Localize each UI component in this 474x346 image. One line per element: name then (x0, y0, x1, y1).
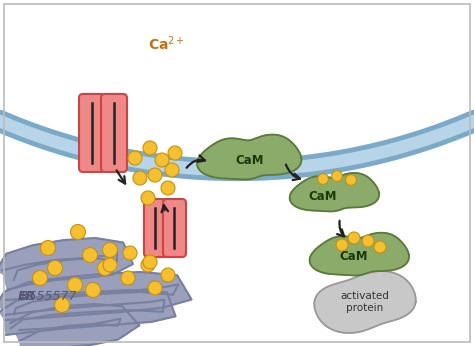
Circle shape (33, 271, 47, 285)
Circle shape (362, 235, 374, 247)
Circle shape (123, 246, 137, 260)
Circle shape (85, 282, 100, 298)
Circle shape (148, 168, 162, 182)
Circle shape (128, 151, 142, 165)
Circle shape (161, 268, 175, 282)
Circle shape (155, 153, 169, 167)
Circle shape (71, 225, 85, 239)
Circle shape (141, 191, 155, 205)
FancyBboxPatch shape (144, 199, 167, 257)
Circle shape (47, 261, 63, 275)
Polygon shape (197, 135, 301, 180)
Circle shape (133, 171, 147, 185)
Circle shape (346, 175, 356, 185)
Text: CaM: CaM (309, 190, 337, 202)
Circle shape (55, 298, 70, 312)
FancyBboxPatch shape (79, 94, 105, 172)
Circle shape (67, 277, 82, 292)
Polygon shape (290, 173, 379, 211)
Circle shape (168, 146, 182, 160)
Circle shape (318, 174, 328, 184)
Polygon shape (0, 272, 191, 320)
Circle shape (103, 258, 117, 272)
Circle shape (336, 239, 348, 251)
Polygon shape (310, 233, 409, 275)
Circle shape (374, 241, 386, 253)
Polygon shape (10, 304, 139, 346)
Circle shape (40, 240, 55, 255)
Circle shape (165, 163, 179, 177)
FancyBboxPatch shape (163, 199, 186, 257)
Text: Ca$^{2+}$: Ca$^{2+}$ (148, 34, 185, 53)
Text: ER: ER (18, 290, 36, 303)
Circle shape (141, 258, 155, 272)
Circle shape (332, 171, 342, 181)
Circle shape (161, 181, 175, 195)
Circle shape (98, 261, 112, 275)
FancyBboxPatch shape (101, 94, 127, 172)
Polygon shape (0, 290, 175, 335)
Polygon shape (314, 271, 416, 333)
Text: CaM: CaM (236, 154, 264, 166)
Text: #555577: #555577 (18, 290, 76, 303)
Circle shape (82, 247, 98, 263)
Polygon shape (0, 238, 133, 290)
Circle shape (348, 232, 360, 244)
Circle shape (143, 255, 157, 269)
Text: CaM: CaM (340, 251, 368, 264)
Circle shape (143, 141, 157, 155)
Circle shape (148, 281, 162, 295)
Circle shape (121, 271, 135, 285)
Text: activated
protein: activated protein (340, 291, 390, 313)
Circle shape (102, 243, 118, 257)
